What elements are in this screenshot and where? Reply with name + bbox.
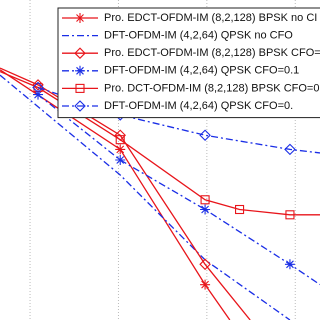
legend-marker [74,47,86,59]
series-line [37,94,320,286]
legend-label: DFT-OFDM-IM (4,2,64) QPSK no CFO [104,30,293,42]
legend-item: Pro. DCT-OFDM-IM (8,2,128) BPSK CFO=0 [62,82,319,94]
series-line [37,86,320,154]
legend-item: Pro. EDCT-OFDM-IM (8,2,128) BPSK CFO= [62,47,320,59]
marker [199,129,211,142]
legend-marker [75,65,85,76]
legend-item: DFT-OFDM-IM (4,2,64) QPSK CFO=0.1 [62,65,299,77]
marker [200,195,210,205]
marker [115,144,126,155]
legend-item: DFT-OFDM-IM (4,2,64) QPSK no CFO [62,30,293,42]
marker [235,204,245,215]
legend-marker [75,83,85,93]
legend-label: Pro. EDCT-OFDM-IM (8,2,128) BPSK no CI [104,12,317,24]
marker [200,279,211,290]
legend-label: Pro. DCT-OFDM-IM (8,2,128) BPSK CFO=0 [104,82,319,94]
marker [115,155,126,165]
legend-label: DFT-OFDM-IM (4,2,64) QPSK CFO=0. [104,100,293,112]
marker [33,82,43,93]
marker [115,135,125,145]
legend-marker [75,13,85,23]
marker [32,81,44,94]
series-line [0,74,291,320]
legend-item: Pro. EDCT-OFDM-IM (8,2,128) BPSK no CI [62,12,317,24]
marker [285,210,295,220]
marker [284,259,295,270]
legend-label: Pro. EDCT-OFDM-IM (8,2,128) BPSK CFO= [104,47,320,59]
marker [200,204,211,215]
legend-item: DFT-OFDM-IM (4,2,64) QPSK CFO=0. [62,100,293,112]
marker [33,89,44,100]
marker [284,143,296,156]
marker [199,258,211,271]
legend-box [57,7,320,119]
legend-marker [74,100,86,112]
legend-label: DFT-OFDM-IM (4,2,64) QPSK CFO=0.1 [104,65,299,77]
